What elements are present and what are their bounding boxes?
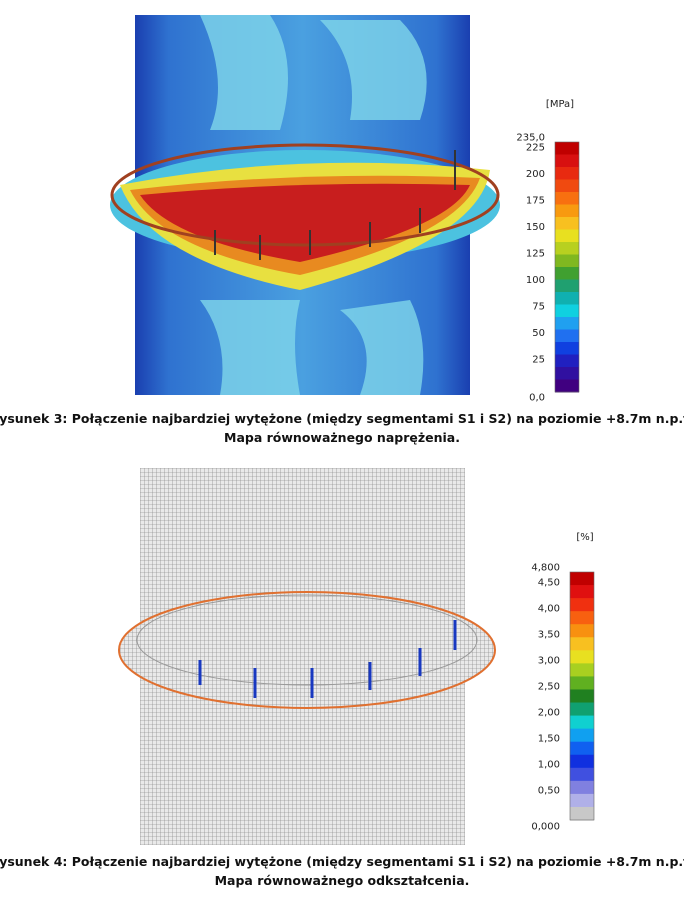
scale-label: 125 [526,249,545,260]
color-band [555,204,579,218]
color-band [570,741,594,756]
scale-label: 1,50 [538,734,560,745]
color-band [555,142,579,155]
scale-unit: [MPa] [546,99,574,110]
color-band [570,598,594,612]
color-band [570,702,594,717]
scale-label: 150 [526,222,545,233]
color-band [570,767,594,782]
color-band [555,304,579,318]
color-band [570,728,594,743]
strain-map-image [118,468,496,845]
stress-map-image [110,15,500,395]
color-band [555,267,579,280]
scale-label: 1,00 [538,760,560,771]
scale-label: 235,0 [516,133,545,144]
scale-label: 3,50 [538,630,560,641]
caption: Mapa równoważnego odkształcenia. [215,873,470,888]
color-band [555,154,579,168]
color-band [555,292,579,305]
color-band [555,379,579,393]
color-bar-frame [554,141,580,393]
color-band [555,329,579,343]
color-band [570,676,594,690]
color-band [570,689,594,704]
scale-label: 0,000 [531,822,560,833]
color-band [570,624,594,638]
color-band [555,179,579,193]
color-band [555,279,579,293]
scale-label: 50 [532,328,545,339]
caption: Rysunek 3: Połączenie najbardziej wytężo… [0,411,684,426]
color-band [570,780,594,795]
color-band [555,242,579,255]
scale-label: 4,00 [538,604,560,615]
color-band [555,217,579,230]
scale-label: 25 [532,355,545,366]
scale-label: 0,0 [529,393,545,404]
color-band [555,317,579,330]
color-band [570,611,594,625]
color-band [570,650,594,664]
scale-label: 75 [532,302,545,313]
color-band [570,793,594,808]
color-bar-frame [569,571,595,821]
color-band [570,715,594,730]
color-band [570,806,594,821]
color-band [555,254,579,268]
scale-label: 3,00 [538,656,560,667]
caption: Rysunek 4: Połączenie najbardziej wytężo… [0,854,684,869]
color-band [570,754,594,769]
scale-label: 4,50 [538,578,560,589]
scale-label: 100 [526,275,545,286]
scale-label: 225 [526,143,545,154]
color-band [570,637,594,651]
color-band [555,229,579,243]
scale-label: 2,00 [538,708,560,719]
color-band [555,192,579,205]
color-band [555,167,579,180]
caption: Mapa równoważnego naprężenia. [224,430,460,445]
color-band [555,354,579,368]
scale-unit: [%] [576,532,593,543]
scale-label: 2,50 [538,682,560,693]
scale-label: 4,800 [531,563,560,574]
scale-label: 0,50 [538,786,560,797]
color-band [570,585,594,599]
color-band [555,367,579,380]
scale-label: 175 [526,196,545,207]
color-band [570,572,594,586]
scale-label: 200 [526,169,545,180]
color-band [570,663,594,677]
color-band [555,342,579,355]
